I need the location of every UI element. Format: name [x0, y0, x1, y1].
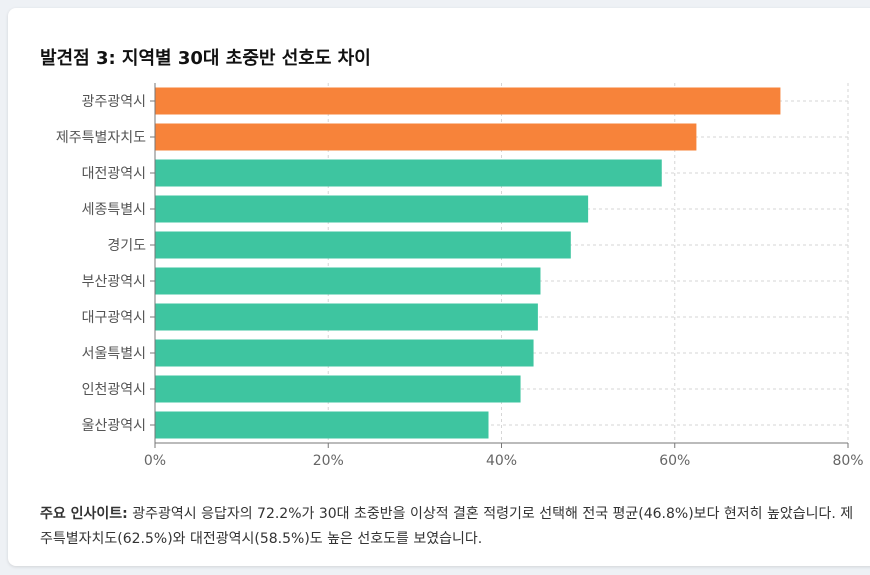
y-axis-labels: 광주광역시제주특별자치도대전광역시세종특별시경기도부산광역시대구광역시서울특별시…	[56, 94, 146, 434]
bar-chart: 광주광역시제주특별자치도대전광역시세종특별시경기도부산광역시대구광역시서울특별시…	[56, 83, 864, 469]
x-axis-labels: 0% 20% 40% 60% 80%	[144, 453, 864, 469]
insight-body: 광주광역시 응답자의 72.2%가 30대 초중반을 이상적 결혼 적령기로 선…	[40, 506, 854, 547]
bar-9	[155, 375, 521, 403]
y-tick-label: 울산광역시	[82, 418, 146, 434]
bar-10	[155, 411, 489, 439]
y-tick-label: 경기도	[107, 238, 146, 254]
insight-text: 주요 인사이트: 광주광역시 응답자의 72.2%가 30대 초중반을 이상적 …	[40, 502, 860, 552]
bar-1	[155, 87, 781, 115]
bar-5	[155, 231, 571, 259]
y-tick-label: 부산광역시	[82, 274, 146, 290]
bar-2	[155, 123, 697, 151]
insight-label: 주요 인사이트:	[40, 506, 128, 522]
y-tick-label: 대구광역시	[82, 310, 146, 326]
y-tick-label: 대전광역시	[82, 166, 146, 182]
bar-4	[155, 195, 589, 223]
bar-7	[155, 303, 538, 331]
bar-6	[155, 267, 541, 295]
bar-8	[155, 339, 534, 367]
y-tick-label: 서울특별시	[82, 346, 146, 362]
x-tick-label: 40%	[486, 453, 517, 469]
bar-3	[155, 159, 662, 187]
y-tick-label: 제주특별자치도	[56, 130, 146, 146]
y-tick-label: 광주광역시	[82, 94, 146, 110]
chart-title: 발견점 3: 지역별 30대 초중반 선호도 차이	[40, 48, 371, 69]
bars	[155, 87, 781, 439]
x-tick-label: 20%	[313, 453, 344, 469]
x-tick-label: 80%	[832, 453, 863, 469]
axes	[150, 83, 849, 448]
x-tick-label: 0%	[144, 453, 166, 469]
y-tick-label: 세종특별시	[82, 202, 146, 218]
y-tick-label: 인천광역시	[82, 382, 146, 398]
x-tick-label: 60%	[659, 453, 690, 469]
